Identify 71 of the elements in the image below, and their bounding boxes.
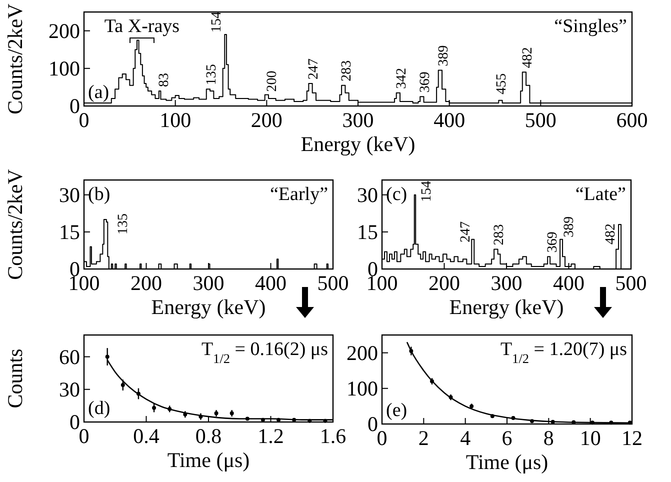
x-axis-title: Energy (keV)	[151, 295, 266, 319]
annotation: 283	[340, 60, 355, 82]
y-axis-title: Counts/2keV	[3, 169, 27, 280]
x-tick-label: 12	[622, 426, 642, 450]
y-tick-label: 60	[59, 344, 80, 369]
y-tick-label: 200	[48, 18, 80, 43]
x-tick-label: 2	[418, 426, 429, 450]
y-tick-label: 30	[59, 182, 80, 207]
annotation: 200	[264, 70, 280, 92]
annotation: 482	[520, 47, 536, 68]
annotation: 389	[562, 216, 578, 238]
y-tick-label: 30	[59, 377, 80, 402]
x-tick-label: 1.6	[320, 424, 346, 448]
y-tick-label: 100	[48, 56, 80, 80]
x-tick-label: 200	[130, 271, 162, 295]
x-tick-label: 10	[580, 426, 601, 450]
annotation: (a)	[88, 82, 110, 103]
annotation: 83	[156, 72, 172, 87]
x-tick-label: 300	[342, 108, 374, 132]
annotation: 342	[394, 68, 410, 89]
annotation: 247	[306, 58, 322, 80]
x-tick-label: 400	[434, 108, 466, 132]
annotation: (b)	[88, 184, 110, 205]
x-tick-label: 100	[160, 108, 192, 132]
x-tick-label: 1.2	[258, 424, 284, 448]
y-tick-label: 15	[357, 220, 378, 244]
x-axis-title: Energy (keV)	[449, 295, 564, 319]
annotation: “Singles”	[554, 16, 627, 37]
x-tick-label: 300	[192, 271, 224, 295]
x-tick-label: 0.8	[195, 424, 222, 448]
annotation: 369	[418, 72, 434, 93]
y-tick-label: 30	[357, 182, 378, 207]
x-tick-label: 8	[543, 426, 554, 450]
annotation: T$_{1/2}$ = 0.16(2) μs	[201, 339, 328, 366]
x-tick-label: 200	[250, 108, 282, 132]
y-tick-label: 100	[346, 376, 378, 400]
annotation: 455	[494, 73, 510, 94]
x-tick-label: 500	[317, 271, 349, 295]
annotation: (e)	[386, 400, 408, 421]
annotation: 135	[204, 64, 220, 86]
annotation: 135	[116, 214, 131, 235]
y-tick-label: 15	[59, 220, 80, 244]
x-tick-label: 0.4	[133, 424, 160, 448]
annotation: 482	[604, 224, 619, 244]
x-tick-label: 400	[553, 271, 584, 295]
x-axis-title: Time (μs)	[167, 448, 250, 472]
annotation: 247	[458, 221, 474, 242]
y-axis-title: Counts/2keV	[3, 4, 27, 114]
annotation: (c)	[386, 184, 408, 205]
x-axis-title: Time (μs)	[466, 450, 548, 474]
annotation: T$_{1/2}$ = 1.20(7) μs	[500, 339, 627, 366]
x-tick-label: 500	[524, 108, 556, 132]
annotation: 389	[436, 45, 452, 66]
annotation: (d)	[88, 398, 110, 419]
x-tick-label: 4	[460, 426, 472, 450]
x-tick-label: 500	[615, 271, 647, 295]
y-tick-label: 200	[346, 340, 378, 365]
x-tick-label: 200	[428, 271, 460, 295]
annotation: 283	[492, 224, 508, 246]
annotation: “Late”	[575, 184, 626, 205]
annotation: “Early”	[270, 184, 328, 205]
x-axis-title: Energy (keV)	[300, 132, 416, 156]
x-tick-label: 6	[502, 426, 512, 450]
y-axis-title: Counts	[3, 348, 27, 408]
annotation: 154	[210, 12, 225, 33]
annotation: 369	[546, 232, 561, 253]
annotation: 154	[419, 180, 434, 202]
x-tick-label: 600	[616, 108, 648, 132]
annotation: Ta X-rays	[104, 16, 180, 37]
x-tick-label: 400	[255, 271, 286, 295]
x-tick-label: 300	[490, 271, 522, 295]
